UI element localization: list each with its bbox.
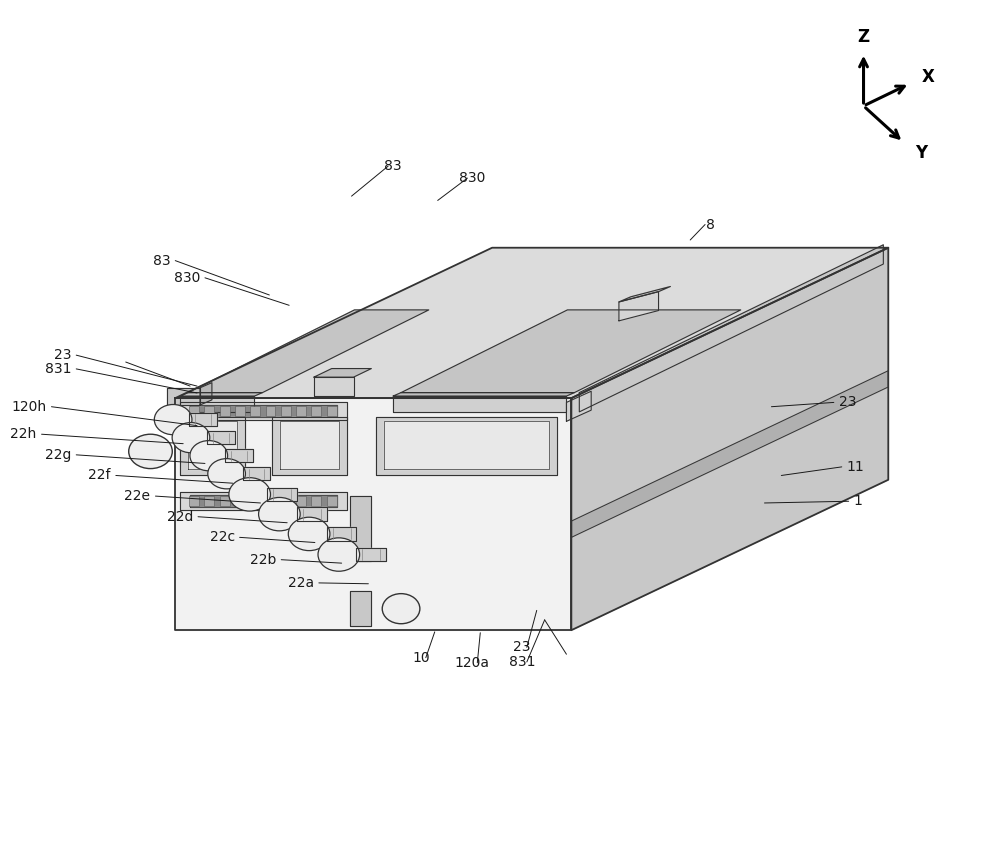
Bar bbox=[266, 496, 275, 506]
Polygon shape bbox=[297, 507, 327, 521]
Text: Y: Y bbox=[915, 144, 927, 162]
Ellipse shape bbox=[288, 517, 330, 551]
Text: 120h: 120h bbox=[11, 400, 47, 413]
Text: 83: 83 bbox=[384, 159, 402, 173]
Polygon shape bbox=[384, 421, 549, 470]
Text: 830: 830 bbox=[459, 171, 486, 185]
Polygon shape bbox=[566, 391, 591, 421]
Polygon shape bbox=[180, 492, 347, 509]
Ellipse shape bbox=[129, 434, 172, 469]
Bar bbox=[311, 496, 321, 506]
Bar bbox=[204, 496, 214, 506]
Text: 22d: 22d bbox=[167, 509, 193, 523]
Text: 830: 830 bbox=[174, 271, 200, 285]
Polygon shape bbox=[350, 592, 371, 626]
Ellipse shape bbox=[318, 538, 360, 571]
Bar bbox=[250, 406, 260, 416]
Bar bbox=[220, 406, 230, 416]
Bar bbox=[327, 406, 337, 416]
Text: X: X bbox=[921, 67, 934, 86]
Ellipse shape bbox=[154, 405, 192, 435]
Polygon shape bbox=[189, 413, 217, 426]
Ellipse shape bbox=[382, 593, 420, 624]
Ellipse shape bbox=[172, 422, 210, 452]
Polygon shape bbox=[571, 371, 888, 537]
Polygon shape bbox=[167, 388, 200, 405]
Text: 831: 831 bbox=[45, 362, 71, 376]
Polygon shape bbox=[376, 417, 557, 476]
Bar bbox=[189, 496, 199, 506]
Polygon shape bbox=[267, 488, 297, 501]
Bar bbox=[281, 496, 291, 506]
Polygon shape bbox=[393, 396, 566, 412]
Polygon shape bbox=[314, 368, 371, 377]
Text: 22h: 22h bbox=[10, 427, 37, 441]
Bar bbox=[266, 406, 275, 416]
Ellipse shape bbox=[259, 497, 300, 531]
Text: 22f: 22f bbox=[88, 469, 111, 483]
Polygon shape bbox=[225, 449, 253, 462]
Bar bbox=[311, 406, 321, 416]
Text: 23: 23 bbox=[54, 348, 71, 362]
Text: 22e: 22e bbox=[124, 489, 150, 503]
Text: 831: 831 bbox=[509, 655, 535, 669]
Bar bbox=[220, 496, 230, 506]
Polygon shape bbox=[180, 402, 347, 420]
Polygon shape bbox=[619, 286, 670, 302]
Bar bbox=[296, 406, 306, 416]
Polygon shape bbox=[175, 247, 888, 398]
Bar bbox=[296, 496, 306, 506]
Polygon shape bbox=[393, 393, 574, 396]
Ellipse shape bbox=[190, 440, 228, 471]
Text: 10: 10 bbox=[412, 650, 430, 664]
Text: 22c: 22c bbox=[210, 530, 235, 544]
Text: 11: 11 bbox=[847, 460, 864, 474]
Polygon shape bbox=[180, 393, 262, 396]
Polygon shape bbox=[579, 245, 883, 412]
Text: 22a: 22a bbox=[288, 576, 314, 590]
Bar bbox=[235, 496, 245, 506]
Text: 23: 23 bbox=[513, 640, 531, 654]
Polygon shape bbox=[314, 377, 354, 396]
Bar bbox=[204, 406, 214, 416]
Text: 1: 1 bbox=[854, 494, 863, 509]
Bar bbox=[235, 406, 245, 416]
Text: 22g: 22g bbox=[45, 448, 71, 462]
Ellipse shape bbox=[208, 458, 245, 489]
Polygon shape bbox=[180, 417, 245, 476]
Polygon shape bbox=[350, 496, 371, 561]
Text: Z: Z bbox=[857, 29, 870, 47]
Polygon shape bbox=[401, 310, 741, 393]
Polygon shape bbox=[200, 382, 212, 405]
Polygon shape bbox=[356, 548, 386, 561]
Polygon shape bbox=[327, 527, 356, 541]
Polygon shape bbox=[188, 421, 237, 470]
Polygon shape bbox=[190, 405, 337, 417]
Polygon shape bbox=[188, 310, 429, 393]
Text: 120a: 120a bbox=[455, 656, 490, 670]
Polygon shape bbox=[619, 292, 659, 321]
Polygon shape bbox=[243, 467, 270, 480]
Polygon shape bbox=[280, 421, 339, 470]
Polygon shape bbox=[190, 495, 337, 507]
Text: 83: 83 bbox=[153, 253, 170, 267]
Bar bbox=[327, 496, 337, 506]
Text: 22b: 22b bbox=[250, 553, 276, 567]
Polygon shape bbox=[207, 432, 235, 444]
Bar bbox=[281, 406, 291, 416]
Text: 23: 23 bbox=[839, 395, 856, 409]
Polygon shape bbox=[571, 247, 888, 631]
Polygon shape bbox=[180, 396, 254, 412]
Bar bbox=[250, 496, 260, 506]
Bar bbox=[189, 406, 199, 416]
Ellipse shape bbox=[229, 477, 270, 511]
Text: 8: 8 bbox=[706, 217, 714, 232]
Polygon shape bbox=[175, 398, 571, 631]
Polygon shape bbox=[272, 417, 347, 476]
